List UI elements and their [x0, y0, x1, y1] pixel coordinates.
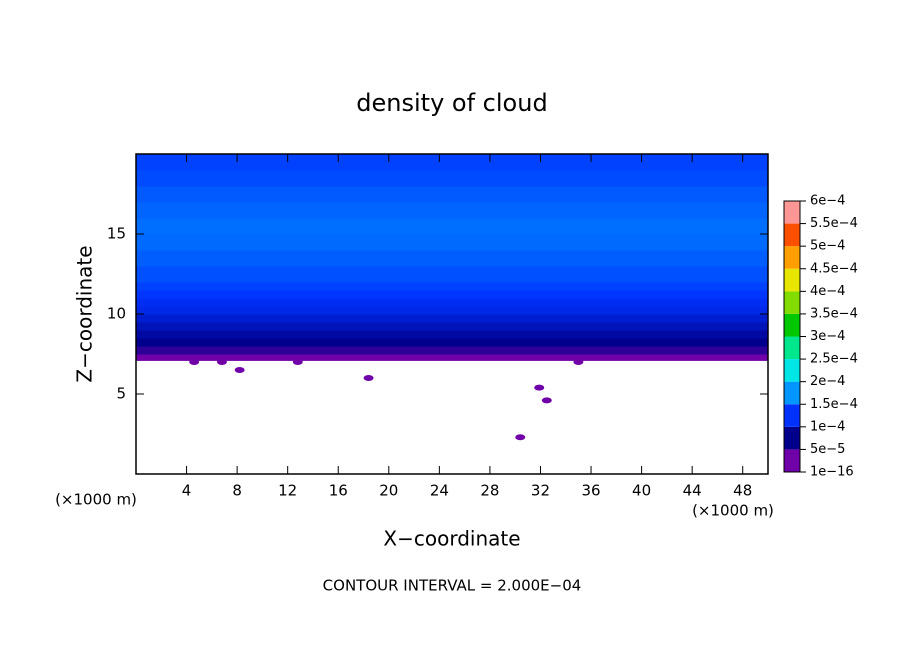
x-tick-label: 40: [632, 482, 651, 500]
x-tick-label: 4: [182, 482, 192, 500]
colorbar-label: 6e−4: [810, 194, 845, 209]
contour-band: [136, 306, 768, 315]
colorbar-label: 4e−4: [810, 284, 845, 299]
colorbar-swatch: [784, 223, 800, 247]
colorbar-label: 5.5e−4: [810, 216, 858, 231]
x-axis-label: X−coordinate: [383, 527, 520, 551]
colorbar-label: 5e−4: [810, 239, 845, 254]
contour-band: [136, 202, 768, 219]
colorbar-swatch: [784, 336, 800, 360]
colorbar-swatch: [784, 426, 800, 450]
colorbar-swatch: [784, 449, 800, 472]
cloud-patch: [573, 359, 584, 365]
cloud-patch: [234, 367, 245, 373]
y-axis-label: Z−coordinate: [73, 245, 97, 382]
colorbar-swatch: [784, 381, 800, 405]
y-tick-label: 15: [107, 225, 126, 243]
contour-band: [136, 186, 768, 203]
contour-band: [136, 354, 768, 361]
contour-band: [136, 154, 768, 171]
contour-band: [136, 346, 768, 355]
chart-title: density of cloud: [356, 89, 547, 117]
contour-band: [136, 314, 768, 323]
colorbar-swatch: [784, 359, 800, 382]
colorbar-swatch: [784, 268, 800, 292]
contour-band: [136, 322, 768, 331]
x-tick-label: 32: [531, 482, 550, 500]
colorbar-swatch: [784, 246, 800, 269]
x-tick-label: 16: [329, 482, 348, 500]
contour-band: [136, 266, 768, 283]
x-tick-label: 44: [683, 482, 702, 500]
contour-band: [136, 338, 768, 347]
y-tick-label: 10: [107, 305, 126, 323]
cloud-patch: [216, 359, 227, 365]
cloud-patch: [534, 384, 545, 391]
colorbar-label: 3e−4: [810, 329, 845, 344]
colorbar-label: 1e−16: [810, 465, 854, 480]
colorbar-swatch: [784, 291, 800, 314]
colorbar-label: 2e−4: [810, 374, 845, 389]
y-unit: (×1000 m): [55, 491, 137, 509]
x-tick-label: 24: [430, 482, 449, 500]
colorbar-swatch: [784, 404, 800, 427]
contour-band: [136, 218, 768, 235]
cloud-patch: [363, 375, 374, 381]
contour-band: [136, 170, 768, 187]
x-tick-label: 12: [278, 482, 297, 500]
colorbar-swatch: [784, 313, 800, 337]
cloud-patch: [292, 359, 303, 365]
x-tick-label: 20: [379, 482, 398, 500]
contour-band: [136, 234, 768, 251]
colorbar-label: 4.5e−4: [810, 261, 858, 276]
cloud-patch: [515, 434, 526, 441]
x-tick-label: 48: [733, 482, 752, 500]
x-tick-label: 36: [581, 482, 600, 500]
y-tick-label: 5: [116, 385, 126, 403]
colorbar-swatch: [784, 201, 800, 224]
colorbar-label: 1.5e−4: [810, 397, 858, 412]
colorbar-label: 2.5e−4: [810, 352, 858, 367]
footnote: CONTOUR INTERVAL = 2.000E−04: [323, 577, 582, 595]
contour-band: [136, 250, 768, 267]
colorbar-label: 3.5e−4: [810, 306, 858, 321]
contour-band: [136, 298, 768, 307]
x-unit: (×1000 m): [692, 502, 774, 520]
colorbar-label: 1e−4: [810, 419, 845, 434]
contour-band: [136, 282, 768, 291]
contour-band: [136, 330, 768, 339]
cloud-patch: [189, 359, 200, 365]
x-tick-label: 28: [480, 482, 499, 500]
colorbar-label: 5e−5: [810, 442, 845, 457]
contour-band: [136, 290, 768, 299]
x-tick-label: 8: [232, 482, 242, 500]
cloud-patch: [541, 397, 552, 404]
